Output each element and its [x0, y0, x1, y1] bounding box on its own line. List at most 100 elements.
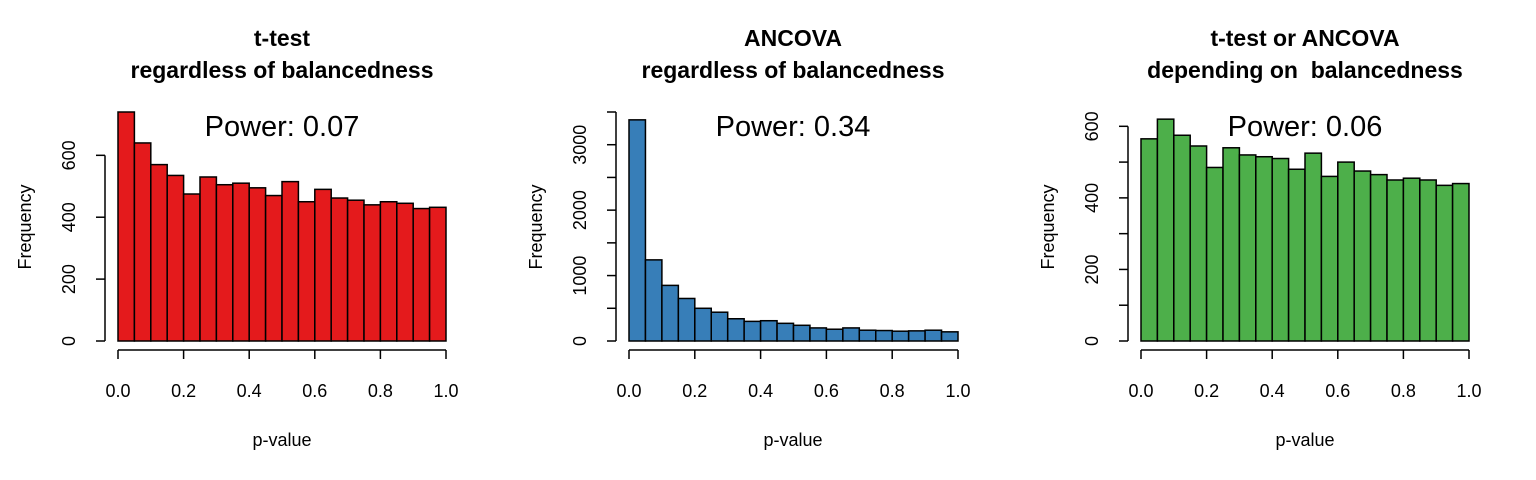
x-tick-label: 0.0 — [1128, 381, 1153, 401]
histogram-bar — [661, 284, 680, 342]
x-tick-label: 0.8 — [368, 381, 393, 401]
histogram-bar — [1435, 184, 1454, 342]
histogram-bar — [281, 180, 300, 342]
histogram-bar — [1353, 170, 1372, 342]
x-tick-label: 0.0 — [105, 381, 130, 401]
histogram-bar — [743, 320, 762, 342]
x-tick-label: 0.8 — [880, 381, 905, 401]
histogram-bar — [677, 297, 696, 342]
histogram-bar — [1205, 166, 1224, 342]
histogram-bar — [1189, 145, 1208, 342]
histogram-bar — [776, 322, 795, 342]
histogram-bar — [363, 204, 382, 342]
histogram-bar — [396, 202, 414, 342]
histogram-bar — [182, 193, 201, 342]
x-tick-label: 0.4 — [1260, 381, 1285, 401]
chart-title-line: depending on balancedness — [1147, 57, 1463, 83]
y-tick-label: 600 — [1082, 111, 1102, 141]
histogram-bar — [1140, 138, 1159, 342]
histogram-bar — [412, 207, 431, 342]
x-tick-label: 0.2 — [682, 381, 707, 401]
histogram-bar — [1156, 118, 1175, 342]
y-tick-label: 1000 — [570, 256, 590, 296]
x-tick-label: 0.4 — [748, 381, 773, 401]
histogram-bar — [792, 324, 811, 342]
y-tick-label: 200 — [59, 264, 79, 294]
x-tick-label: 1.0 — [433, 381, 458, 401]
histogram-bar — [940, 331, 959, 342]
y-tick-label: 2000 — [570, 190, 590, 230]
chart-title-line: ANCOVA — [744, 25, 842, 51]
x-axis-label: p-value — [763, 430, 822, 450]
histogram-bar — [694, 307, 712, 342]
x-tick-label: 0.8 — [1391, 381, 1416, 401]
histogram-bar — [1337, 161, 1355, 342]
x-tick-label: 1.0 — [1456, 381, 1481, 401]
x-tick-label: 0.6 — [814, 381, 839, 401]
x-axis-label: p-value — [252, 430, 311, 450]
histogram-bar — [1320, 175, 1339, 342]
y-axis-label: Frequency — [15, 184, 35, 269]
histogram-bar — [825, 328, 844, 342]
histogram-bar — [232, 182, 250, 342]
y-tick-label: 600 — [59, 140, 79, 170]
histogram-bar — [248, 187, 267, 342]
histogram-bar — [726, 318, 745, 342]
histogram-bar — [891, 330, 910, 342]
histogram-bar — [1402, 177, 1421, 342]
x-tick-label: 0.2 — [1194, 381, 1219, 401]
histogram-bar — [858, 329, 877, 342]
y-tick-label: 400 — [1082, 183, 1102, 213]
x-tick-label: 0.6 — [302, 381, 327, 401]
histogram-bar — [1238, 154, 1257, 342]
histogram-bar — [166, 174, 185, 342]
chart-title-line: regardless of balancedness — [642, 57, 945, 83]
histogram-bar — [875, 329, 893, 342]
y-tick-label: 400 — [59, 202, 79, 232]
y-tick-label: 0 — [59, 336, 79, 346]
histogram-bar — [1304, 152, 1323, 342]
histogram-bar — [117, 111, 136, 342]
x-tick-label: 0.0 — [616, 381, 641, 401]
x-axis-label: p-value — [1275, 430, 1334, 450]
histogram-bar — [133, 142, 152, 342]
histogram-bar — [330, 197, 349, 342]
histogram-bar — [842, 327, 861, 342]
power-annotation: Power: 0.34 — [716, 111, 871, 143]
histogram-bar — [150, 163, 168, 342]
histogram-bar — [1369, 173, 1388, 342]
histogram-bar — [628, 119, 647, 342]
histogram-bar — [1386, 179, 1405, 342]
histogram-bar — [1222, 147, 1241, 342]
histogram-bar — [809, 327, 828, 342]
histogram-bar — [264, 194, 283, 342]
y-tick-label: 0 — [570, 336, 590, 346]
power-annotation: Power: 0.06 — [1228, 111, 1383, 143]
y-axis-label: Frequency — [1038, 184, 1058, 269]
histogram-bar — [314, 188, 332, 342]
power-annotation: Power: 0.07 — [205, 111, 360, 143]
histogram-bar — [1173, 134, 1191, 342]
histogram-bar — [644, 259, 663, 342]
histogram-panel-t-test: t-test regardless of balancedness Power: 0… — [15, 25, 459, 450]
histogram-bar — [1271, 157, 1290, 342]
histogram-bar — [710, 311, 729, 342]
chart-title-line: t-test or ANCOVA — [1210, 25, 1399, 51]
y-tick-label: 200 — [1082, 254, 1102, 284]
chart-title-line: regardless of balancedness — [131, 57, 434, 83]
x-tick-label: 1.0 — [945, 381, 970, 401]
histogram-bar — [907, 330, 926, 342]
histogram-bar — [297, 200, 316, 342]
histogram-panel-t-test-or-ancova: t-test or ANCOVA depending on balancednes… — [1038, 25, 1482, 450]
histogram-bar — [759, 319, 778, 342]
x-tick-label: 0.4 — [237, 381, 262, 401]
x-tick-label: 0.2 — [171, 381, 196, 401]
histogram-bar — [924, 329, 943, 342]
histogram-bar — [346, 199, 365, 342]
histogram-bar — [1451, 182, 1470, 342]
histogram-bar — [428, 206, 447, 342]
chart-title-line: t-test — [254, 25, 311, 51]
histogram-bar — [199, 176, 218, 342]
histogram-bar — [1419, 179, 1437, 342]
